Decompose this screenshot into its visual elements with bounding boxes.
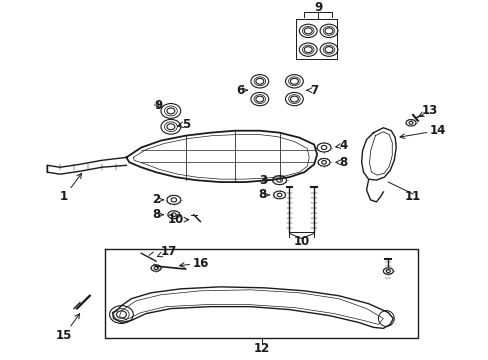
Text: 14: 14 — [399, 124, 445, 139]
Text: 8: 8 — [258, 188, 269, 202]
Text: 9: 9 — [154, 99, 162, 112]
Text: 8: 8 — [152, 208, 163, 221]
Text: 7: 7 — [306, 84, 318, 97]
Text: 8: 8 — [335, 156, 347, 169]
Text: 15: 15 — [56, 314, 80, 342]
Text: 2: 2 — [152, 193, 163, 206]
Text: 6: 6 — [235, 84, 247, 97]
Text: 3: 3 — [258, 174, 269, 186]
Text: 5: 5 — [181, 118, 189, 131]
Text: 10: 10 — [167, 213, 188, 226]
Text: 1: 1 — [60, 173, 81, 203]
Text: 10: 10 — [293, 235, 309, 248]
Text: 11: 11 — [404, 190, 420, 203]
Text: 9: 9 — [313, 1, 322, 14]
Text: 4: 4 — [335, 139, 347, 152]
Text: 12: 12 — [253, 342, 269, 355]
Text: 17: 17 — [157, 245, 177, 258]
Text: 13: 13 — [418, 104, 437, 117]
Text: 16: 16 — [179, 257, 208, 270]
